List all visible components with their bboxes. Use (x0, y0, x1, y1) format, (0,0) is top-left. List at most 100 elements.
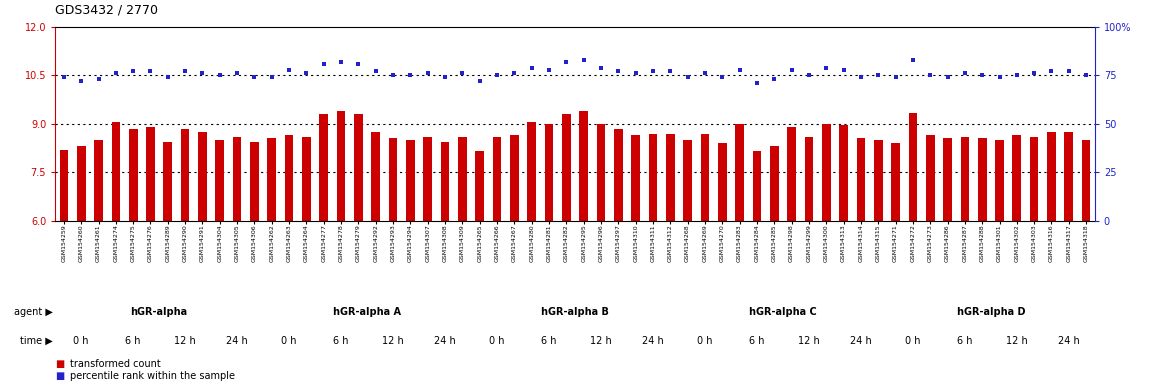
Bar (129, 129, 138, 221)
Point (315, 61, 334, 67)
Point (470, 78, 489, 84)
Point (592, 65, 611, 71)
Point (401, 72, 420, 78)
Point (262, 74, 281, 80)
Point (938, 74, 957, 80)
Bar (788, 127, 796, 221)
Bar (1012, 135, 1021, 221)
Bar (978, 138, 987, 221)
Bar (545, 124, 553, 221)
Bar (146, 127, 155, 221)
Bar (371, 132, 380, 221)
Point (332, 59, 351, 65)
Point (904, 57, 922, 63)
Point (384, 72, 402, 78)
Point (90, 76, 108, 82)
Text: 12 h: 12 h (590, 336, 612, 346)
Bar (198, 132, 207, 221)
Bar (337, 111, 345, 221)
Text: hGR-alpha A: hGR-alpha A (334, 307, 401, 317)
Text: hGR-alpha B: hGR-alpha B (540, 307, 610, 317)
Point (419, 70, 437, 76)
Bar (60, 150, 68, 221)
Point (1025, 70, 1043, 76)
Point (141, 68, 160, 74)
Bar (440, 142, 450, 221)
Text: 6 h: 6 h (749, 336, 765, 346)
Point (107, 70, 125, 76)
Point (436, 74, 454, 80)
Text: 24 h: 24 h (435, 336, 455, 346)
Bar (320, 114, 328, 221)
Bar (735, 124, 744, 221)
Point (228, 70, 246, 76)
Point (1076, 72, 1095, 78)
Bar (268, 138, 276, 221)
Text: ■: ■ (55, 359, 64, 369)
Text: agent ▶: agent ▶ (14, 307, 53, 317)
Point (835, 66, 853, 73)
Text: 6 h: 6 h (957, 336, 973, 346)
Bar (302, 137, 310, 221)
Bar (649, 134, 658, 221)
Bar (770, 146, 779, 221)
Bar (752, 151, 761, 221)
Bar (215, 140, 224, 221)
Bar (805, 137, 813, 221)
Point (748, 80, 766, 86)
Bar (1065, 132, 1073, 221)
Text: percentile rank within the sample: percentile rank within the sample (70, 371, 235, 381)
Bar (423, 137, 432, 221)
Point (852, 74, 871, 80)
Bar (112, 122, 120, 221)
Bar (943, 138, 952, 221)
Text: 0 h: 0 h (905, 336, 921, 346)
Text: 12 h: 12 h (175, 336, 196, 346)
Bar (389, 138, 398, 221)
Bar (597, 124, 605, 221)
Point (644, 68, 662, 74)
Point (575, 57, 593, 63)
Point (678, 74, 697, 80)
Point (245, 74, 263, 80)
Point (159, 74, 177, 80)
Point (55, 74, 74, 80)
Point (297, 70, 315, 76)
Bar (77, 146, 85, 221)
Text: 24 h: 24 h (227, 336, 248, 346)
Point (1059, 68, 1078, 74)
Bar (232, 137, 242, 221)
Text: ■: ■ (55, 371, 64, 381)
Point (210, 72, 229, 78)
Bar (1048, 132, 1056, 221)
Point (973, 72, 991, 78)
Text: 24 h: 24 h (850, 336, 872, 346)
Point (488, 72, 506, 78)
Point (869, 72, 888, 78)
Bar (354, 114, 362, 221)
Point (193, 70, 212, 76)
Point (730, 66, 749, 73)
Bar (700, 134, 710, 221)
Bar (614, 129, 622, 221)
Point (72, 78, 91, 84)
Point (505, 70, 523, 76)
Text: hGR-alpha D: hGR-alpha D (957, 307, 1025, 317)
Bar (163, 142, 172, 221)
Bar (181, 129, 190, 221)
Bar (475, 151, 484, 221)
Point (1042, 68, 1060, 74)
Bar (1029, 137, 1038, 221)
Bar (562, 114, 570, 221)
Bar (908, 113, 918, 221)
Bar (840, 126, 848, 221)
Bar (511, 135, 519, 221)
Bar (528, 122, 536, 221)
Bar (666, 134, 675, 221)
Point (124, 68, 143, 74)
Point (522, 65, 540, 71)
Bar (822, 124, 830, 221)
Point (696, 70, 714, 76)
Point (990, 74, 1009, 80)
Bar (1082, 140, 1090, 221)
